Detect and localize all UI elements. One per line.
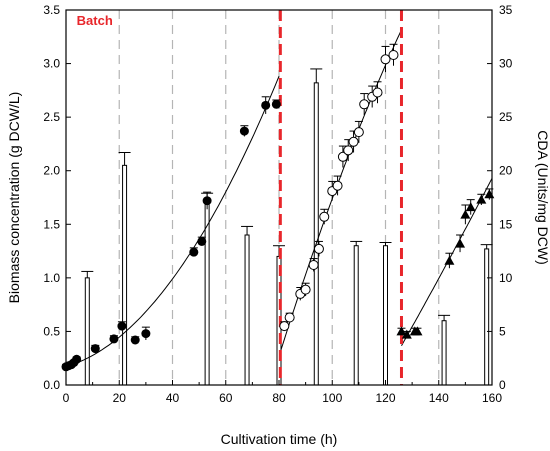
filled-circle-point (141, 329, 151, 339)
cycle-dividers (278, 10, 403, 385)
y-tick-label: 0.5 (43, 324, 60, 338)
triangle-point (444, 255, 455, 265)
open-circle-point (279, 321, 290, 332)
open-circle-point (300, 284, 311, 295)
x-tick-label: 100 (322, 391, 342, 405)
plot-axes (65, 9, 493, 386)
cda-bar (484, 248, 490, 386)
triangle-point (412, 326, 423, 336)
filled-circle-point (117, 321, 127, 331)
open-circle-point (332, 180, 343, 191)
fit-curve (65, 76, 280, 367)
triangle-point (401, 329, 412, 339)
cda-bars (81, 68, 493, 386)
y-tick-label: 1.5 (43, 217, 60, 231)
cda-bar (244, 234, 250, 386)
cda-bar (84, 277, 90, 386)
y2-tick-label: 0 (499, 378, 506, 392)
x-axis-title: Cultivation time (h) (221, 431, 338, 447)
triangle-point (465, 202, 476, 212)
x-tick-label: 0 (63, 391, 70, 405)
y2-tick-label: 15 (499, 217, 513, 231)
open-circle-point (313, 243, 324, 254)
y2-tick-label: 10 (499, 271, 513, 285)
tick-labels: 0 20 40 60 80 100 120 140 1600.00.51.01.52.02.53… (43, 3, 512, 405)
y-tick-label: 2.0 (43, 164, 60, 178)
biomass-points (61, 43, 495, 372)
x-tick-label: 140 (429, 391, 449, 405)
triangle-point (455, 238, 466, 248)
open-circle-point (359, 99, 370, 110)
x-tick-label: 40 (166, 391, 180, 405)
cda-bar (353, 245, 359, 386)
y-tick-label: 0.0 (43, 378, 60, 392)
cda-bar (383, 245, 388, 386)
y2-tick-label: 30 (499, 57, 513, 71)
open-circle-point (343, 145, 354, 156)
open-circle-point (319, 211, 330, 222)
cda-bar (204, 203, 210, 386)
triangle-point (476, 194, 487, 204)
filled-circle-point (90, 344, 100, 354)
y-tick-label: 1.0 (43, 271, 60, 285)
y2-tick-label: 25 (499, 110, 513, 124)
cda-bar (313, 82, 319, 386)
filled-circle-point (239, 126, 249, 136)
open-circle-point (372, 87, 383, 98)
filled-circle-point (271, 99, 281, 109)
y-tick-label: 3.5 (43, 3, 60, 17)
y2-tick-label: 5 (499, 324, 506, 338)
open-circle-point (388, 50, 399, 60)
filled-circle-point (189, 247, 199, 257)
y2-axis-title: CDA (Units/mg DCW) (535, 130, 550, 265)
y2-tick-label: 35 (499, 3, 513, 17)
open-circle-point (308, 260, 319, 270)
filled-circle-point (72, 354, 82, 364)
y2-tick-label: 20 (499, 164, 513, 178)
cda-bar (122, 164, 128, 386)
y-axis-title: Biomass concentration (g DCW/L) (6, 92, 22, 304)
open-circle-point (380, 54, 391, 65)
filled-circle-point (261, 100, 271, 110)
open-circle-point (353, 127, 364, 138)
y-tick-label: 2.5 (43, 110, 60, 124)
filled-circle-point (109, 334, 119, 344)
x-tick-label: 160 (482, 391, 502, 405)
open-circle-point (284, 312, 295, 323)
y-tick-label: 3.0 (43, 57, 60, 71)
cda-bar (441, 320, 447, 386)
filled-circle-point (197, 236, 207, 246)
x-tick-label: 120 (375, 391, 395, 405)
triangle-point (460, 209, 471, 219)
x-tick-label: 80 (272, 391, 286, 405)
x-tick-label: 20 (113, 391, 127, 405)
annotation-label: Batch (77, 13, 113, 28)
triangle-point (396, 326, 407, 336)
annotations: Batch1st cycle2nd cycle (77, 13, 113, 28)
x-tick-label: 60 (219, 391, 233, 405)
filled-circle-point (202, 196, 212, 206)
filled-circle-point (130, 335, 140, 345)
open-circle-point (337, 151, 348, 162)
open-circle-point (348, 136, 359, 147)
